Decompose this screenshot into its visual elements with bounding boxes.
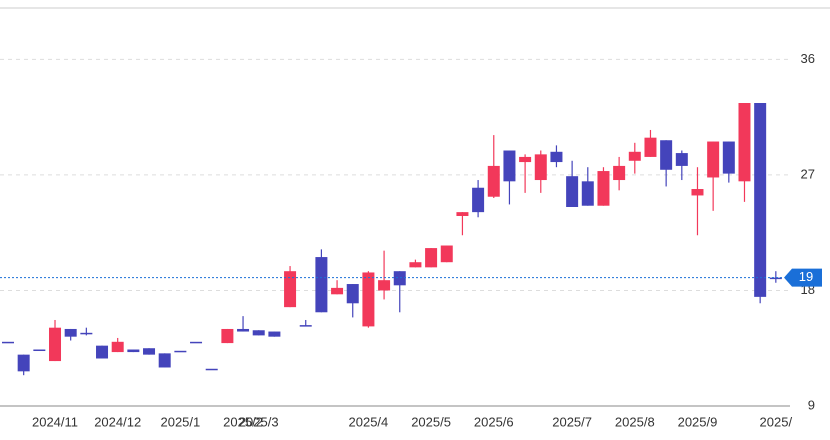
x-tick-label: 2025/7 [552, 414, 592, 429]
candle-body [754, 103, 767, 297]
candle-body [17, 354, 30, 372]
candle-body [440, 245, 453, 263]
candle-body [722, 141, 735, 174]
candle-body [127, 349, 140, 353]
candle-body [409, 262, 422, 268]
candle-body [613, 165, 626, 181]
candle-body [158, 353, 171, 368]
candle-body [393, 271, 406, 286]
x-tick-label: 2025/8 [615, 414, 655, 429]
candle-body [691, 189, 704, 196]
x-tick-label: 2025/3 [239, 414, 279, 429]
candle-body [143, 348, 156, 355]
candle-body [769, 277, 782, 280]
candle-body [628, 151, 641, 161]
x-tick-label: 2025/5 [411, 414, 451, 429]
candle-body [487, 165, 500, 197]
x-tick-label: 2025/9 [678, 414, 718, 429]
candle-body [597, 171, 610, 206]
candle-body [221, 328, 234, 344]
x-tick-label: 2025/6 [474, 414, 514, 429]
candle-body [237, 328, 250, 332]
y-tick-label: 27 [801, 166, 815, 181]
y-tick-label: 36 [801, 51, 815, 66]
candle-body [96, 345, 109, 359]
candle-body [519, 156, 532, 163]
candle-body [331, 287, 344, 295]
candle-body [80, 332, 93, 335]
candle-body [33, 349, 46, 352]
candle-body [566, 176, 579, 207]
candle-body [675, 153, 688, 166]
price-tag-label: 19 [799, 269, 813, 284]
candle-body [284, 271, 297, 308]
candle-body [660, 140, 673, 170]
candle-body [2, 341, 14, 344]
candle-body [64, 328, 77, 337]
y-tick-label: 9 [808, 397, 815, 412]
candle-body [425, 248, 438, 268]
price-tag [784, 268, 822, 287]
x-tick-label: 2025/4 [349, 414, 389, 429]
candle-body [174, 350, 187, 353]
x-tick-label: 2024/12 [94, 414, 141, 429]
candle-body [378, 280, 391, 291]
candle-body [550, 151, 563, 163]
x-tick-label: 2025/2 [223, 414, 263, 429]
candle-body [503, 150, 516, 182]
candle-body [315, 257, 328, 313]
candle-body [362, 272, 375, 327]
candle-body [190, 341, 203, 344]
candle-body [205, 368, 218, 371]
candle-body [534, 154, 547, 181]
candle-body [268, 331, 281, 337]
candle-body [456, 212, 469, 216]
candle-body [49, 327, 62, 362]
candle-body [111, 341, 124, 353]
candle-body [707, 141, 720, 178]
x-tick-label: 2024/11 [32, 414, 78, 429]
candle-body [738, 103, 751, 182]
candle-body [644, 137, 657, 157]
candle-body [472, 187, 485, 213]
candle-body [346, 284, 359, 304]
candle-body [581, 181, 594, 206]
candle-body [299, 325, 312, 327]
candle-body [252, 330, 265, 336]
x-tick-label: 2025/1 [160, 414, 200, 429]
x-tick-label: 2025/ [760, 414, 793, 429]
